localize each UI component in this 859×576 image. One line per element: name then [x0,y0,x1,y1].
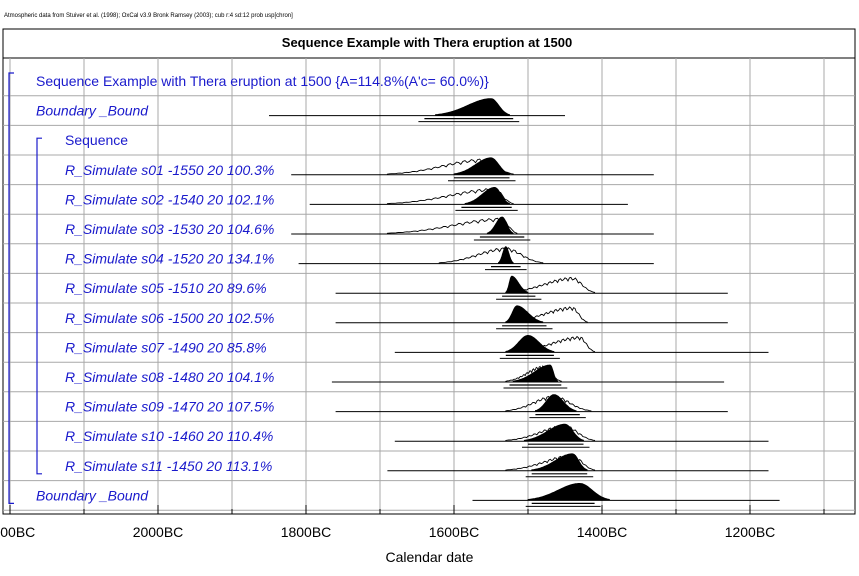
chart-row: R_Simulate s04 -1520 20 134.1% [65,246,654,271]
sequence-brackets [8,72,42,504]
x-axis-ticks: 2200BC 2000BC 1800BC 1600BC 1400BC 1200BC [0,505,825,540]
prior-distribution [386,217,518,234]
posterior-distribution [531,453,588,471]
posterior-distribution [535,394,577,412]
prior-distribution [505,395,592,412]
posterior-distribution [505,335,555,353]
x-tick-label: 1600BC [429,524,480,540]
x-tick-label: 1400BC [577,524,628,540]
posterior-distribution [527,483,610,501]
posterior-distribution [464,187,510,205]
posterior-distribution [453,157,510,175]
row-label: R_Simulate s01 -1550 20 100.3% [65,162,274,178]
chart-row: R_Simulate s03 -1530 20 104.6% [65,216,654,241]
credit-line: Atmospheric data from Stuiver et al. (19… [4,13,293,19]
chart-row: Sequence [65,132,128,148]
chart-row: R_Simulate s11 -1450 20 113.1% [65,453,769,478]
chart-row: R_Simulate s05 -1510 20 89.6% [65,275,728,300]
chart-row: Boundary _Bound [36,98,565,123]
row-label: Sequence [65,132,128,148]
row-label: R_Simulate s11 -1450 20 113.1% [65,458,272,474]
chart-row: R_Simulate s01 -1550 20 100.3% [65,157,654,182]
chart-row: R_Simulate s06 -1500 20 102.5% [65,305,728,330]
posterior-distribution [435,98,510,116]
row-label: R_Simulate s07 -1490 20 85.8% [65,339,267,355]
posterior-distribution [512,364,558,382]
row-label: R_Simulate s03 -1530 20 104.6% [65,221,274,237]
row-label: R_Simulate s09 -1470 20 107.5% [65,399,274,415]
x-tick-label: 1800BC [281,524,332,540]
row-label: Sequence Example with Thera eruption at … [36,73,489,89]
x-tick-label: 1200BC [725,524,776,540]
row-label: R_Simulate s06 -1500 20 102.5% [65,310,274,326]
posterior-distribution [486,216,514,234]
grid-lines [3,58,855,514]
row-label: R_Simulate s08 -1480 20 104.1% [65,369,274,385]
posterior-distribution [523,423,584,442]
row-label: R_Simulate s05 -1510 20 89.6% [65,280,267,296]
row-label: R_Simulate s02 -1540 20 102.1% [65,191,274,207]
chart-row: R_Simulate s08 -1480 20 104.1% [65,364,725,389]
row-label: Boundary _Bound [36,103,149,119]
chart-row: R_Simulate s02 -1540 20 102.1% [65,187,628,211]
x-axis-label: Calendar date [385,549,474,565]
row-label: R_Simulate s10 -1460 20 110.4% [65,428,273,444]
plot-frame [2,28,856,515]
chart-rows: Sequence Example with Thera eruption at … [36,73,780,507]
chart-row: R_Simulate s10 -1460 20 110.4% [65,423,769,448]
chart-row: R_Simulate s07 -1490 20 85.8% [65,335,769,359]
x-tick-label: 2000BC [133,524,184,540]
inner-sequence-bracket [36,137,42,475]
chart-row: R_Simulate s09 -1470 20 107.5% [65,394,728,419]
row-label: R_Simulate s04 -1520 20 134.1% [65,251,274,267]
prior-distribution [438,247,544,264]
chart-title: Sequence Example with Thera eruption at … [282,35,572,50]
outer-sequence-bracket [8,72,14,504]
posterior-distribution [498,246,514,264]
chart-row: Boundary _Bound [36,483,780,507]
row-label: Boundary _Bound [36,487,149,503]
posterior-distribution [505,305,544,323]
posterior-distribution [505,275,529,294]
prior-distribution [505,424,596,442]
prior-distribution [505,454,596,471]
chart-row: Sequence Example with Thera eruption at … [36,73,489,89]
x-tick-label: 2200BC [0,524,35,540]
